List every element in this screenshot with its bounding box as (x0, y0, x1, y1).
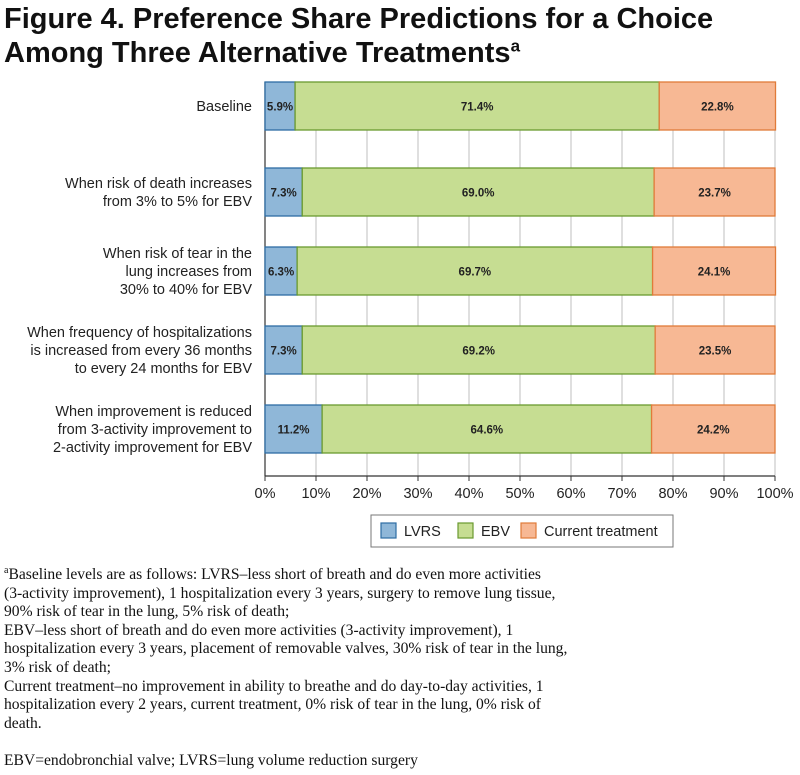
data-label: 24.2% (697, 425, 730, 437)
bar-segment (650, 404, 776, 454)
data-label: 7.3% (271, 188, 297, 200)
data-label: 69.0% (462, 188, 495, 200)
legend-label: EBV (481, 524, 510, 540)
footnote-line-7: hospitalization every 2 years, current t… (4, 696, 541, 714)
bar-segment (264, 81, 296, 131)
category-label: When risk of death increases (65, 176, 252, 192)
bar-segment (294, 81, 660, 131)
category-label: When risk of tear in the (103, 246, 252, 262)
x-tick-label: 30% (403, 486, 432, 502)
bar-segment (264, 325, 303, 375)
data-label: 11.2% (278, 425, 310, 437)
bar-segment (296, 246, 654, 296)
data-label: 22.8% (701, 102, 734, 114)
bar-segment (264, 404, 323, 454)
legend-swatch (520, 522, 537, 539)
footnote-line-2: 90% risk of tear in the lung, 5% risk of… (4, 603, 290, 621)
category-label: lung increases from (125, 264, 252, 280)
bar-segment (264, 246, 298, 296)
title-footnote-marker: a (510, 36, 521, 56)
x-tick-label: 0% (255, 486, 276, 502)
footnote-line-4: hospitalization every 3 years, placement… (4, 640, 568, 658)
data-label: 23.5% (699, 346, 732, 358)
legend-swatch (380, 522, 397, 539)
stacked-bar-chart: 0% 10% 20% 30% 40% 50% 60% 70% 80% 90% 100% 5.9% 71.… (27, 81, 794, 548)
x-tick-label: 80% (658, 486, 687, 502)
category-label: is increased from every 36 months (30, 343, 252, 359)
category-label: to every 24 months for EBV (75, 361, 253, 377)
category-label: When frequency of hospitalizations (27, 325, 252, 341)
x-tick-label: 70% (607, 486, 636, 502)
footnote-line-3: EBV–less short of breath and do even mor… (4, 621, 514, 639)
data-label: 69.2% (462, 346, 495, 358)
bar-segment (651, 246, 777, 296)
x-tick-label: 20% (352, 486, 381, 502)
data-label: 24.1% (698, 267, 731, 279)
footnote-line-1: (3-activity improvement), 1 hospitalizat… (4, 584, 556, 602)
x-tick-label: 90% (709, 486, 738, 502)
abbreviations: EBV=endobronchial valve; LVRS=lung volum… (4, 751, 418, 769)
x-tick-label: 40% (454, 486, 483, 502)
legend-swatch (457, 522, 474, 539)
x-tick-label: 60% (556, 486, 585, 502)
category-label: from 3-activity improvement to (58, 422, 252, 438)
legend-label: Current treatment (544, 524, 658, 540)
data-label: 7.3% (271, 346, 297, 358)
category-label: Baseline (196, 99, 252, 115)
legend: LVRS EBV Current treatment (370, 514, 674, 548)
figure-title: Figure 4. Preference Share Predictions f… (4, 2, 794, 70)
bar-segment (654, 325, 776, 375)
bar-segment (653, 167, 776, 217)
footnote-line-6: Current treatment–no improvement in abil… (4, 677, 544, 695)
bar-segment (658, 81, 777, 131)
category-label: 2-activity improvement for EBV (53, 440, 252, 456)
footnote-line-0-text: Baseline levels are as follows: LVRS–les… (8, 566, 541, 583)
x-tick-label: 50% (505, 486, 534, 502)
footnote-line-0: aBaseline levels are as follows: LVRS–le… (4, 564, 794, 585)
data-label: 6.3% (268, 267, 294, 279)
category-label: 30% to 40% for EBV (120, 282, 253, 298)
bar-segment (321, 404, 653, 454)
data-label: 69.7% (459, 267, 492, 279)
footnotes: aBaseline levels are as follows: LVRS–le… (4, 564, 794, 771)
data-label: 23.7% (698, 188, 731, 200)
footnote-line-8: death. (4, 714, 42, 732)
category-label: When improvement is reduced (55, 404, 252, 420)
bar-segment (301, 325, 656, 375)
footnote-line-5: 3% risk of death; (4, 658, 111, 676)
bar-segment (301, 167, 655, 217)
data-label: 5.9% (267, 102, 293, 114)
footnote-marker: a (4, 564, 9, 576)
figure-title-text: Figure 4. Preference Share Predictions f… (4, 3, 714, 69)
category-label: from 3% to 5% for EBV (103, 194, 252, 210)
x-tick-label: 100% (756, 486, 793, 502)
legend-label: LVRS (404, 524, 441, 540)
data-label: 71.4% (461, 102, 494, 114)
x-tick-label: 10% (301, 486, 330, 502)
data-label: 64.6% (471, 425, 504, 437)
